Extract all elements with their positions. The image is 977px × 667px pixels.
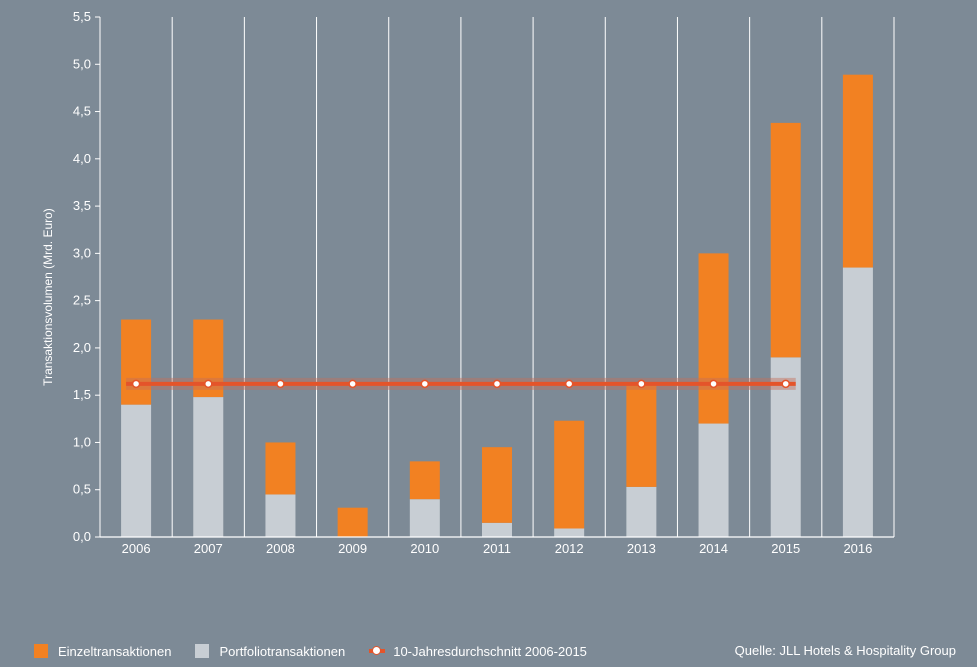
legend-label-einzeltransaktionen: Einzeltransaktionen [58,643,172,659]
x-tick-label: 2015 [771,541,800,556]
bar-portfolio [482,522,512,537]
bar-einzel [554,420,585,529]
y-tick-label: 3,5 [73,198,91,213]
bar-einzel [265,442,296,495]
legend-item-portfoliotransaktionen: Portfoliotransaktionen [195,644,345,659]
y-axis-title: Transaktionsvolumen (Mrd. Euro) [41,208,55,386]
y-tick-label: 5,5 [73,9,91,24]
x-tick-label: 2016 [843,541,872,556]
x-tick-label: 2013 [627,541,656,556]
x-tick-label: 2008 [266,541,295,556]
y-tick-label: 4,5 [73,104,91,119]
y-tick-label: 1,0 [73,434,91,449]
average-point [637,379,646,389]
bar-portfolio [193,397,224,537]
average-point [204,379,213,389]
x-tick-label: 2012 [555,541,584,556]
legend: Einzeltransaktionen Portfoliotransaktion… [34,642,611,660]
bar-portfolio [842,267,873,537]
average-point [564,379,574,389]
y-tick-label: 0,0 [73,529,91,544]
bar-portfolio [626,486,657,537]
source-note: Quelle: JLL Hotels & Hospitality Group [734,643,956,658]
x-tick-label: 2009 [338,541,367,556]
average-point [420,379,430,389]
y-tick-label: 2,0 [73,340,91,355]
legend-label-portfoliotransaktionen: Portfoliotransaktionen [219,643,346,659]
y-tick-label: 0,5 [73,482,91,497]
bar-portfolio [554,528,585,537]
y-tick-label: 3,0 [73,245,91,260]
x-tick-label: 2014 [699,541,728,556]
y-tick-label: 1,5 [73,387,91,402]
legend-swatch-orange [34,644,48,658]
x-tick-label: 2010 [410,541,439,556]
average-point [348,379,357,389]
bar-einzel [121,319,152,405]
bar-portfolio [409,499,440,537]
bar-einzel [482,447,512,523]
average-point [276,379,285,389]
bar-einzel [770,122,801,358]
average-point [131,379,141,389]
x-tick-label: 2006 [122,541,151,556]
bar-einzel [698,253,729,424]
legend-item-einzeltransaktionen: Einzeltransaktionen [34,644,171,659]
y-tick-label: 2,5 [73,293,91,308]
average-point [781,379,790,389]
legend-item-average: 10-Jahresdurchschnitt 2006-2015 [369,644,587,659]
legend-line-marker-icon [369,644,386,658]
y-tick-label: 5,0 [73,56,91,71]
bar-einzel [626,383,657,487]
y-tick-label: 4,0 [73,151,91,166]
bar-einzel [409,461,440,500]
x-tick-label: 2011 [483,541,511,556]
bar-portfolio [698,423,729,537]
legend-swatch-grey [195,644,210,658]
legend-label-average: 10-Jahresdurchschnitt 2006-2015 [393,643,587,659]
x-tick-label: 2007 [194,541,223,556]
bar-portfolio [121,404,152,537]
bar-portfolio [265,494,296,537]
average-point [492,379,502,389]
bar-einzel [337,507,368,537]
average-point [709,379,718,389]
bar-einzel [842,74,873,268]
